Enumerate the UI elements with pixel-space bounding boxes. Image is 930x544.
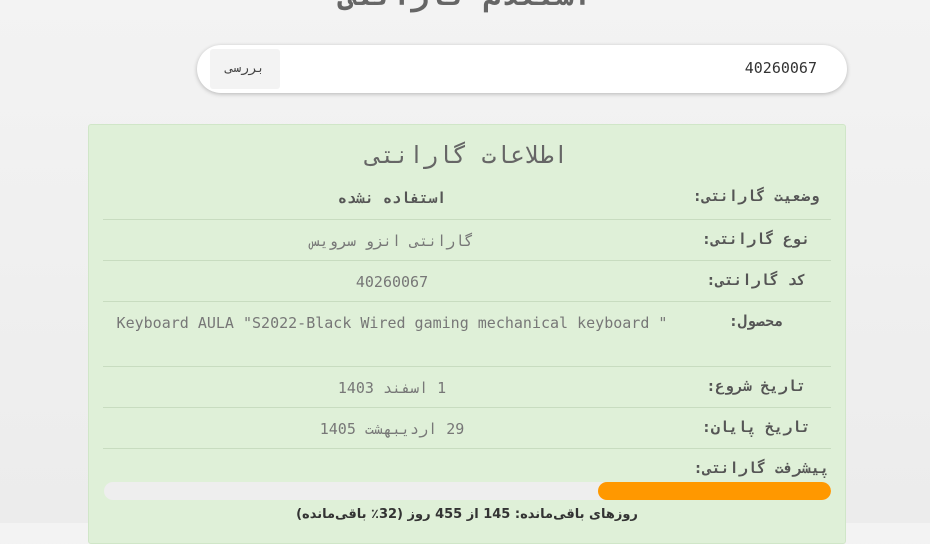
row-value: 29 اردیبهشت 1405: [319, 420, 465, 438]
row-value: 40260067: [355, 273, 429, 291]
info-row: وضعیت گارانتی: استفاده نشده: [103, 181, 831, 220]
row-value: Keyboard AULA "S2022-Black Wired gaming …: [116, 314, 668, 332]
progress-label: پیشرفت گارانتی:: [693, 459, 829, 477]
row-label: تاریخ پایان:: [701, 418, 811, 436]
info-row: کد گارانتی: 40260067: [103, 261, 831, 302]
row-label: محصول:: [728, 312, 784, 330]
warranty-card: اطلاعات گارانتی وضعیت گارانتی: استفاده نش…: [88, 124, 846, 544]
row-label: تاریخ شروع:: [706, 377, 806, 395]
info-row: محصول: Keyboard AULA "S2022-Black Wired g…: [103, 302, 831, 367]
info-row: تاریخ پایان: 29 اردیبهشت 1405: [103, 408, 831, 449]
progress-text: روزهای باقی‌مانده: 145 از 455 روز (32٪ ب…: [296, 507, 638, 522]
info-row: تاریخ شروع: 1 اسفند 1403: [103, 367, 831, 408]
progress-fill: [598, 482, 831, 500]
progress-track: [104, 482, 831, 500]
row-value: 1 اسفند 1403: [337, 379, 447, 397]
row-value: استفاده نشده: [337, 189, 447, 207]
page-title: استعلام گارانتی: [0, 0, 930, 13]
row-label: نوع گارانتی:: [701, 230, 811, 248]
search-button[interactable]: بررسی: [210, 49, 280, 89]
info-table: وضعیت گارانتی: استفاده نشده نوع گارانتی: گا…: [103, 181, 831, 449]
row-label: کد گارانتی:: [706, 271, 806, 289]
info-row: نوع گارانتی: گارانتی انزو سرویس: [103, 220, 831, 261]
row-value: گارانتی انزو سرویس: [310, 232, 474, 250]
card-title: اطلاعات گارانتی: [365, 141, 569, 169]
search-input[interactable]: 40260067: [744, 59, 817, 77]
search-bar: 40260067 بررسی: [197, 45, 847, 93]
row-label: وضعیت گارانتی:: [692, 187, 820, 205]
